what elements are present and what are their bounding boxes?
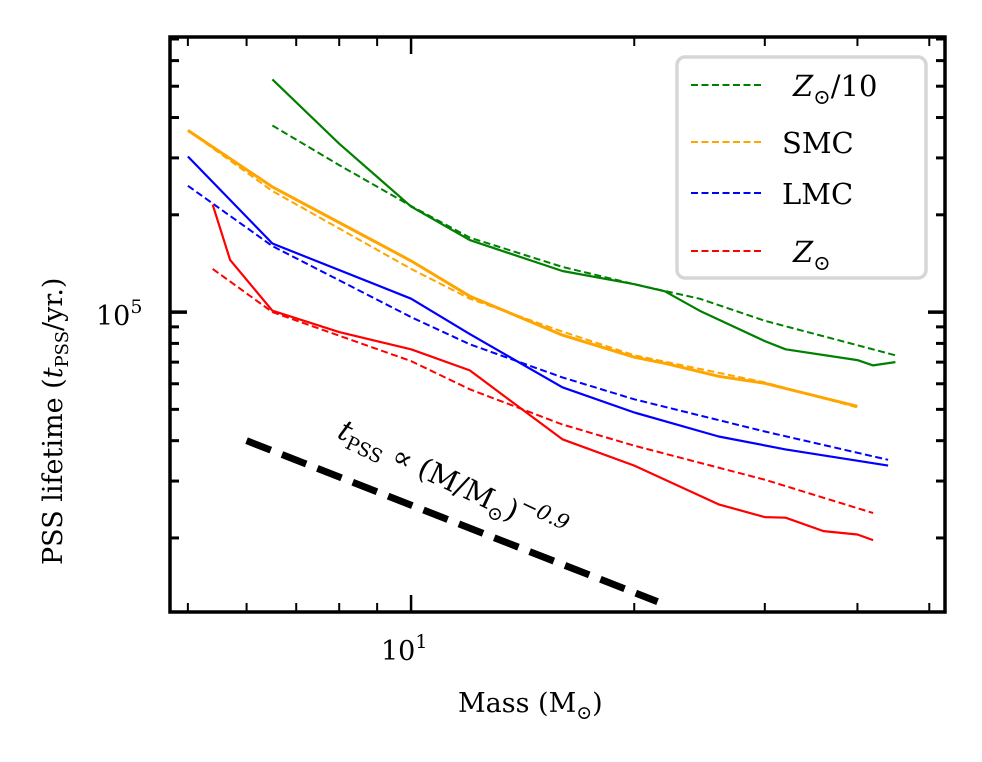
power-law-reference-line bbox=[245, 437, 659, 605]
legend-label-z-sun: Z⊙ bbox=[792, 235, 831, 275]
legend: Z⊙/10 SMC LMC Z⊙ bbox=[675, 55, 928, 280]
series-line-zsun-10-dashed bbox=[271, 124, 896, 357]
series-layer bbox=[187, 78, 896, 542]
legend-label-smc: SMC bbox=[782, 126, 854, 160]
legend-label-lmc: LMC bbox=[782, 177, 853, 211]
y-axis-label: PSS lifetime (tPSS/yr.) bbox=[38, 278, 73, 565]
legend-entries: Z⊙/10 SMC LMC Z⊙ bbox=[691, 69, 877, 275]
series-line-smc-solid bbox=[187, 129, 858, 408]
legend-box bbox=[675, 55, 928, 280]
axes-frame bbox=[168, 35, 947, 614]
series-line-zsun-solid bbox=[211, 204, 874, 542]
x-axis-label: Mass (M⊙) bbox=[458, 688, 603, 724]
series-line-lmc-dashed bbox=[187, 184, 889, 461]
y-tick-label-1e5: 105 bbox=[96, 296, 142, 332]
legend-label-z-sun-10: Z⊙/10 bbox=[792, 69, 877, 109]
series-line-lmc-solid bbox=[187, 155, 889, 467]
series-line-zsun-dashed bbox=[212, 268, 874, 514]
series-line-smc-dashed bbox=[187, 129, 858, 409]
x-tick-label-10: 101 bbox=[381, 631, 427, 667]
reference-line-layer bbox=[245, 437, 659, 605]
